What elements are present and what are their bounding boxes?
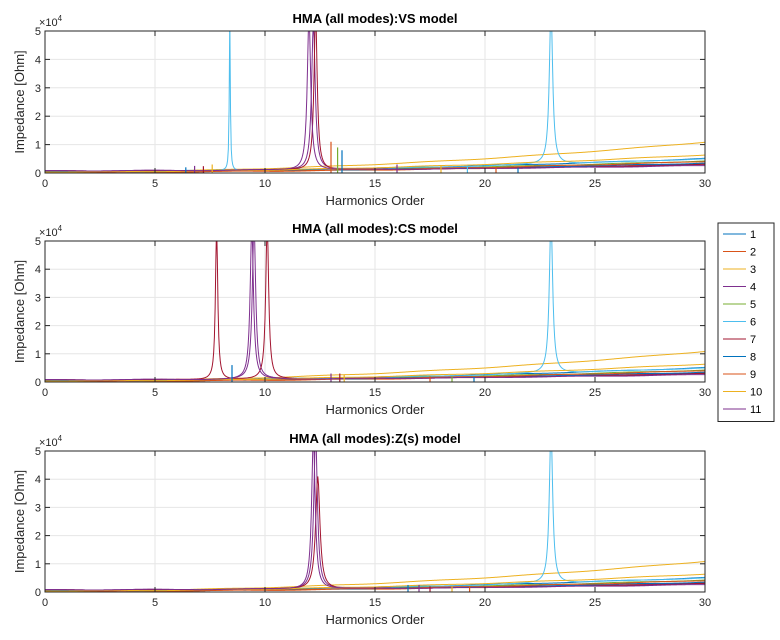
legend: 1 2 3 4 5 6 7 8 9 10 11 xyxy=(717,222,775,422)
y-tick-label: 2 xyxy=(35,531,41,543)
x-tick-label: 0 xyxy=(42,597,48,609)
y-tick-label: 3 xyxy=(35,292,41,304)
y-exponent-label: ×104 xyxy=(39,14,63,29)
y-tick-label: 3 xyxy=(35,502,41,514)
legend-label-4: 4 xyxy=(750,282,756,294)
y-axis-label: Impedance [Ohm] xyxy=(12,260,27,363)
y-tick-label: 5 xyxy=(35,446,41,458)
x-tick-label: 5 xyxy=(152,178,158,190)
x-tick-label: 30 xyxy=(699,387,711,399)
x-tick-label: 15 xyxy=(369,387,381,399)
legend-label-1: 1 xyxy=(750,229,756,241)
y-tick-label: 2 xyxy=(35,321,41,333)
x-tick-label: 25 xyxy=(589,597,601,609)
x-tick-label: 15 xyxy=(369,178,381,190)
x-axis-label: Harmonics Order xyxy=(326,193,426,208)
y-tick-label: 0 xyxy=(35,377,41,389)
x-tick-label: 5 xyxy=(152,597,158,609)
chart-title: HMA (all modes):VS model xyxy=(293,11,458,26)
x-tick-label: 15 xyxy=(369,597,381,609)
legend-label-6: 6 xyxy=(750,317,756,329)
y-tick-label: 4 xyxy=(35,54,41,66)
legend-label-9: 9 xyxy=(750,369,756,381)
x-tick-label: 20 xyxy=(479,178,491,190)
y-tick-label: 2 xyxy=(35,111,41,123)
legend-label-10: 10 xyxy=(750,387,762,399)
x-tick-label: 25 xyxy=(589,178,601,190)
x-tick-label: 20 xyxy=(479,387,491,399)
y-exponent-label: ×104 xyxy=(39,434,63,449)
x-tick-label: 30 xyxy=(699,178,711,190)
x-tick-label: 20 xyxy=(479,597,491,609)
x-tick-label: 0 xyxy=(42,387,48,399)
x-tick-label: 0 xyxy=(42,178,48,190)
y-exponent-label: ×104 xyxy=(39,224,63,239)
y-axis-label: Impedance [Ohm] xyxy=(12,50,27,153)
legend-box xyxy=(717,222,775,422)
y-tick-label: 1 xyxy=(35,559,41,571)
chart-title: HMA (all modes):CS model xyxy=(292,221,458,236)
y-tick-label: 4 xyxy=(35,264,41,276)
x-axis-label: Harmonics Order xyxy=(326,402,426,417)
x-tick-label: 25 xyxy=(589,387,601,399)
y-tick-label: 4 xyxy=(35,474,41,486)
legend-label-8: 8 xyxy=(750,352,756,364)
y-tick-label: 3 xyxy=(35,83,41,95)
y-tick-label: 1 xyxy=(35,349,41,361)
legend-label-5: 5 xyxy=(750,299,756,311)
x-tick-label: 10 xyxy=(259,387,271,399)
legend-label-2: 2 xyxy=(750,247,756,259)
legend-label-7: 7 xyxy=(750,334,756,346)
legend-label-11: 11 xyxy=(750,404,761,416)
x-tick-label: 30 xyxy=(699,597,711,609)
y-tick-label: 5 xyxy=(35,26,41,38)
chart-title: HMA (all modes):Z(s) model xyxy=(289,431,460,446)
x-tick-label: 10 xyxy=(259,597,271,609)
x-tick-label: 5 xyxy=(152,387,158,399)
x-tick-label: 10 xyxy=(259,178,271,190)
y-tick-label: 0 xyxy=(35,587,41,599)
y-tick-label: 0 xyxy=(35,168,41,180)
x-axis-label: Harmonics Order xyxy=(326,612,426,627)
legend-label-3: 3 xyxy=(750,264,756,276)
y-tick-label: 1 xyxy=(35,140,41,152)
y-tick-label: 5 xyxy=(35,236,41,248)
y-axis-label: Impedance [Ohm] xyxy=(12,470,27,573)
